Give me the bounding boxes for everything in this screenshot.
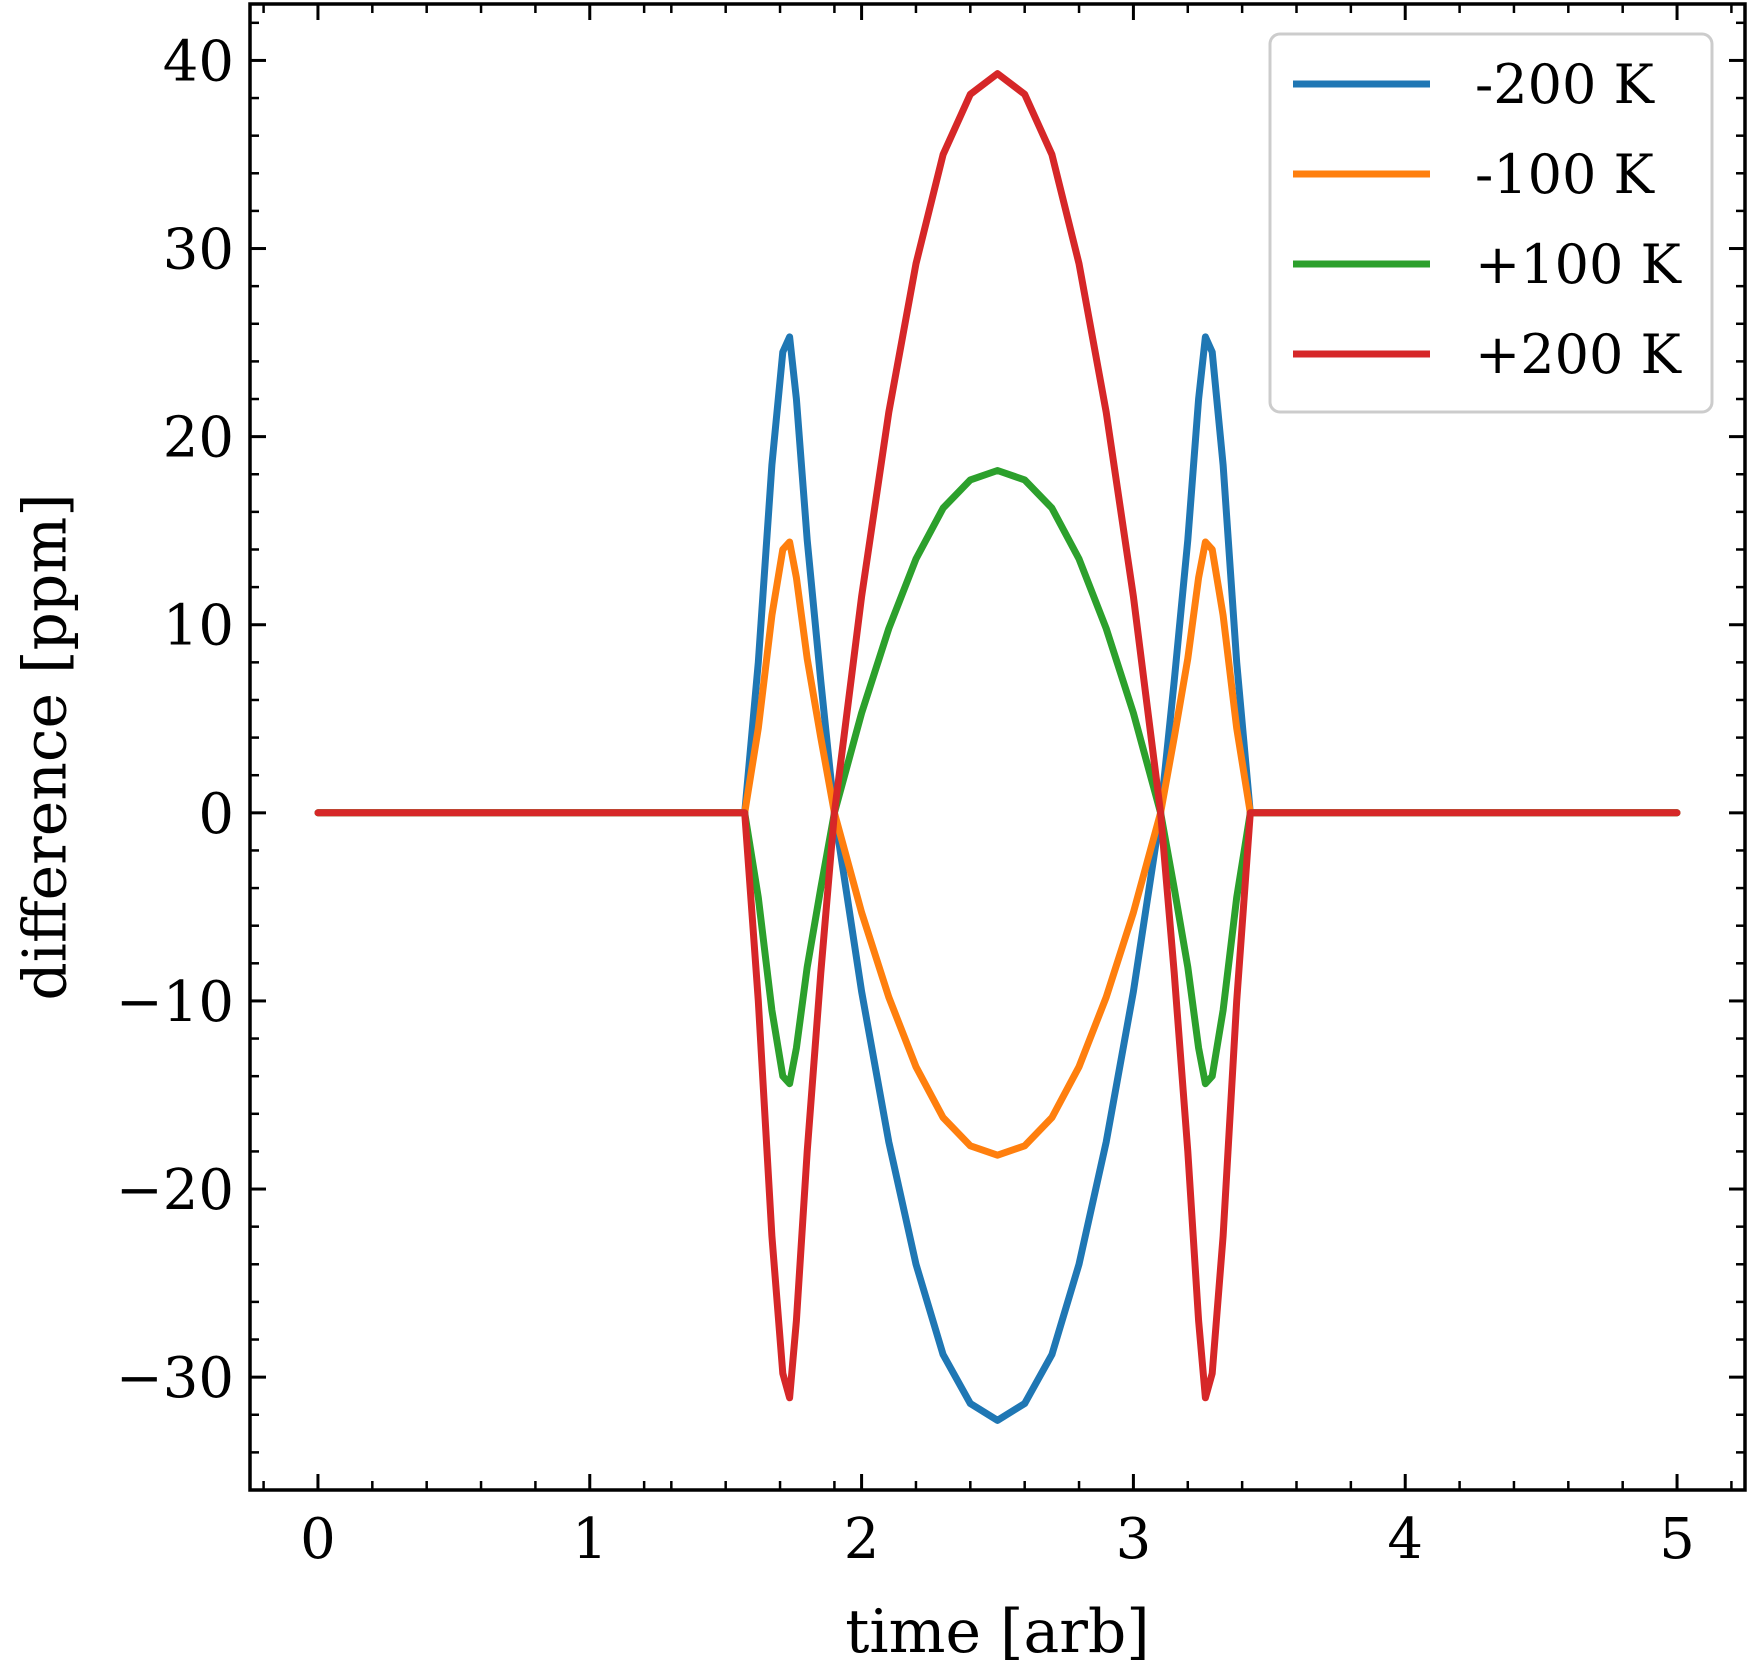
y-tick-label-2: −10 [116, 970, 234, 1035]
y-axis-label: difference [ppm] [11, 493, 81, 1000]
x-tick-label-1: 1 [572, 1507, 608, 1572]
y-tick-label-3: 0 [198, 782, 234, 847]
legend: -200 K -100 K +100 K +200 K [1268, 32, 1714, 414]
y-tick-label-6: 30 [163, 218, 234, 283]
y-tick-label-7: 40 [163, 29, 234, 94]
legend-box [1268, 32, 1714, 414]
y-tick-label-1: −20 [116, 1158, 234, 1223]
legend-label-0: -200 K [1475, 53, 1655, 116]
legend-label-3: +200 K [1475, 323, 1682, 386]
tick-layer [250, 4, 1745, 1492]
series-line-1 [314, 538, 1681, 1159]
tick-label-layer: 0 1 2 3 4 5 −30 −20 −10 0 10 20 30 40 [116, 29, 1695, 1572]
plot-frame [248, 2, 1747, 1492]
y-tick-label-5: 20 [163, 406, 234, 471]
series-layer [314, 70, 1681, 1424]
x-axis-label: time [arb] [845, 1597, 1149, 1667]
x-tick-label-0: 0 [300, 1507, 336, 1572]
x-tick-label-5: 5 [1659, 1507, 1695, 1572]
series-line-2 [314, 467, 1681, 1088]
series-line-0 [314, 333, 1681, 1424]
legend-label-1: -100 K [1475, 143, 1655, 206]
y-tick-label-4: 10 [163, 594, 234, 659]
series-line-3 [314, 70, 1681, 1402]
x-tick-label-4: 4 [1387, 1507, 1423, 1572]
x-tick-label-3: 3 [1116, 1507, 1152, 1572]
x-tick-label-2: 2 [844, 1507, 880, 1572]
y-tick-label-0: −30 [116, 1346, 234, 1411]
legend-label-2: +100 K [1475, 233, 1682, 296]
